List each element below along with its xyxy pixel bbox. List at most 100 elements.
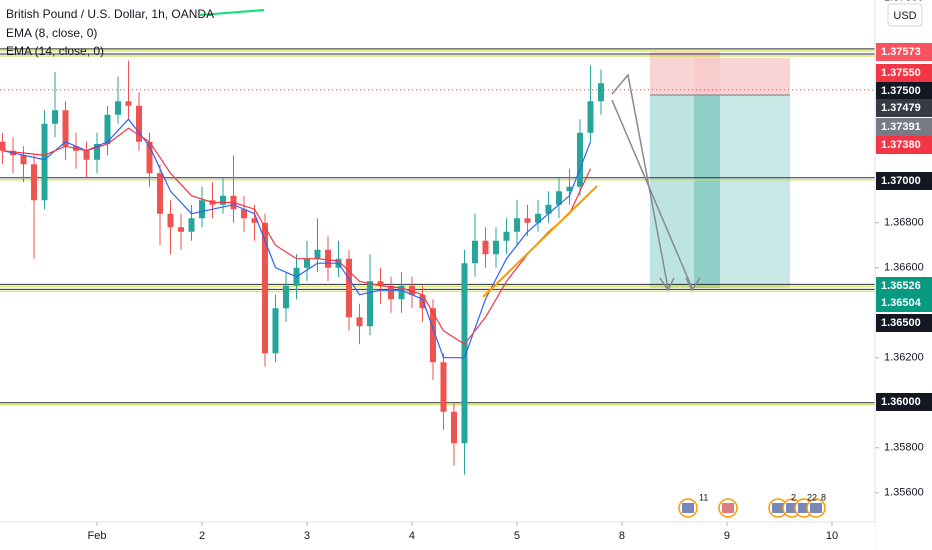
- candle-body: [303, 258, 310, 268]
- price-label-box: [876, 172, 932, 190]
- candle-body: [398, 285, 405, 300]
- price-label: 1.37380: [881, 139, 921, 151]
- candle-body: [125, 101, 132, 106]
- event-flag: [810, 503, 822, 513]
- event-count: 8: [821, 492, 826, 502]
- y-tick-label: 1.36600: [884, 262, 924, 274]
- price-label-box: [876, 99, 932, 117]
- price-label-box: [876, 314, 932, 332]
- candle-body: [199, 200, 206, 219]
- events: 11 2 22 8: [678, 492, 826, 518]
- candle-body: [587, 101, 594, 133]
- candle-body: [387, 285, 394, 300]
- candle-body: [503, 231, 510, 241]
- event-count: 2: [791, 492, 796, 502]
- candle-body: [83, 150, 90, 160]
- price-label-box: [876, 43, 932, 61]
- time-axis: [0, 522, 875, 550]
- candle-body: [419, 294, 426, 309]
- candle-body: [104, 114, 111, 144]
- candle-body: [566, 186, 573, 192]
- price-label-box: [876, 118, 932, 136]
- price-label-box: [876, 294, 932, 312]
- candle-body: [241, 209, 248, 219]
- arrow-head: [659, 277, 675, 292]
- candle-body: [324, 249, 331, 268]
- candle-body: [220, 195, 227, 205]
- candle-body: [545, 204, 552, 214]
- candle-body: [513, 218, 520, 232]
- event-flag: [722, 503, 734, 513]
- candle-body: [555, 191, 562, 205]
- candle-body: [146, 141, 153, 174]
- candle-body: [408, 285, 415, 295]
- y-tick-label: 1.35600: [884, 487, 924, 499]
- event-flag: [798, 503, 810, 513]
- y-tick-label: 1.36200: [884, 352, 924, 364]
- price-label: 1.36526: [881, 280, 921, 292]
- projection-arrow: [611, 99, 693, 289]
- price-label: 1.37000: [881, 175, 921, 187]
- candle-body: [492, 240, 499, 255]
- drawing-line: [199, 9, 265, 16]
- candle-body: [597, 83, 604, 102]
- candle-body: [178, 227, 185, 232]
- price-label-box: [876, 393, 932, 411]
- axis-labels: 1.37800 1.36800 1.36600 1.36200 1.35800 1.356…: [88, 0, 932, 542]
- candle-body: [167, 213, 174, 228]
- currency[interactable]: USD: [893, 10, 916, 22]
- price-label: 1.36504: [881, 297, 922, 309]
- candle-body: [62, 110, 69, 147]
- candle-body: [136, 105, 143, 142]
- candle-body: [366, 281, 373, 327]
- candle-body: [188, 218, 195, 232]
- price-label: 1.37391: [881, 121, 921, 133]
- x-tick-label: 2: [199, 530, 205, 542]
- levels: [0, 48, 875, 406]
- y-tick-label: 1.35800: [884, 442, 924, 454]
- chart-title: British Pound / U.S. Dollar, 1h, OANDA: [6, 7, 214, 21]
- candle-body: [345, 258, 352, 318]
- candle-body: [52, 110, 59, 124]
- price-label: 1.36500: [881, 317, 921, 329]
- ema-line: [2, 118, 592, 359]
- stop-zone: [694, 58, 790, 95]
- arrow-head: [685, 277, 701, 292]
- event-count: 11: [699, 492, 708, 502]
- candle-body: [272, 308, 279, 354]
- currency-button[interactable]: [887, 3, 923, 27]
- candle-body: [115, 101, 122, 115]
- candle-body: [576, 132, 583, 187]
- price-label: 1.36000: [881, 396, 921, 408]
- price-label-box: [876, 136, 932, 154]
- x-tick-label: 10: [826, 530, 838, 542]
- x-tick-label: 9: [724, 530, 730, 542]
- plot: [0, 60, 604, 475]
- candle-body: [524, 218, 531, 223]
- candle-body: [31, 164, 38, 201]
- candle-body: [251, 218, 258, 223]
- price-label-box: [876, 82, 932, 100]
- price-label: 1.37550: [881, 67, 921, 79]
- candle-body: [20, 155, 27, 165]
- event-flag: [682, 503, 694, 513]
- overlap-zone: [694, 95, 720, 288]
- price-label-box: [876, 277, 932, 295]
- legend: British Pound / U.S. Dollar, 1h, OANDA E…: [6, 7, 214, 58]
- candle-body: [461, 263, 468, 444]
- x-tick-label: 5: [514, 530, 520, 542]
- candle-body: [534, 213, 541, 223]
- candle-body: [377, 281, 384, 286]
- candle-body: [157, 173, 164, 214]
- price-label: 1.37500: [881, 85, 921, 97]
- candle-body: [41, 123, 48, 201]
- candle-body: [356, 317, 363, 327]
- candle-body: [440, 362, 447, 412]
- y-tick-label: 1.37800: [884, 0, 924, 4]
- ema-line: [2, 127, 592, 345]
- candle-body: [471, 240, 478, 264]
- event-flag: [786, 503, 798, 513]
- trend-line: [482, 185, 598, 298]
- candle-body: [282, 285, 289, 309]
